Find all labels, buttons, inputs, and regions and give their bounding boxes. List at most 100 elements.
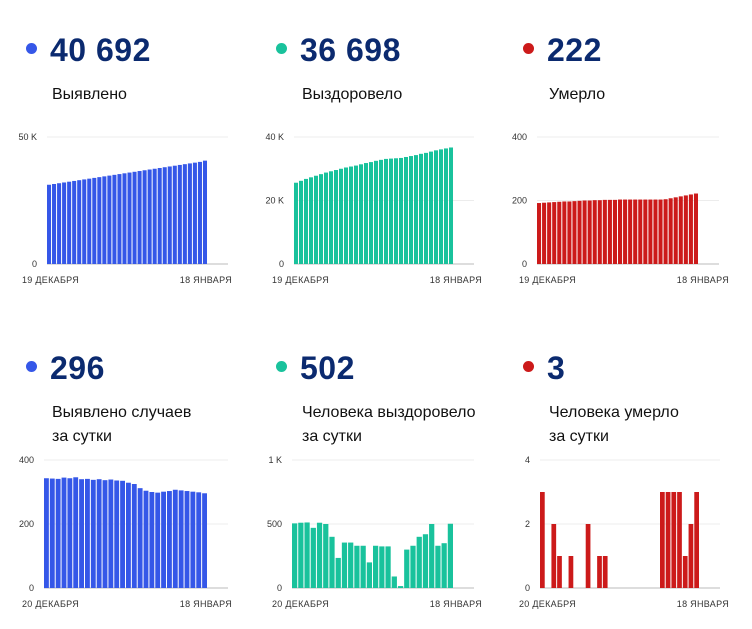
bar (126, 482, 131, 588)
bar (90, 479, 96, 588)
bar (379, 546, 385, 588)
bar (122, 173, 127, 264)
bar (648, 199, 653, 264)
bar (677, 492, 682, 588)
x-end-label: 18 ЯНВАРЯ (677, 599, 729, 609)
bar (97, 177, 102, 264)
bar (92, 177, 97, 264)
y-tick-label: 1 K (268, 455, 282, 465)
bar (379, 159, 383, 264)
bar (73, 477, 79, 588)
y-tick-label: 0 (277, 583, 282, 593)
bar (668, 198, 673, 264)
y-tick-label: 400 (19, 455, 34, 465)
legend-dot (523, 43, 534, 54)
metric-label: за сутки (302, 428, 362, 445)
bar (552, 202, 557, 264)
bar (607, 199, 612, 264)
bar-chart: 400 200 0 19 ДЕКАБРЯ 18 ЯНВАРЯ (512, 132, 729, 285)
bar (310, 527, 316, 588)
bar (663, 199, 668, 264)
bar (612, 199, 617, 264)
metric-label: за сутки (52, 428, 112, 445)
bar (557, 556, 562, 588)
bar (167, 491, 172, 588)
bar (299, 180, 303, 264)
bar (394, 158, 398, 264)
bar (444, 148, 448, 264)
bar (143, 490, 149, 588)
bar (602, 199, 607, 264)
bar (192, 162, 197, 264)
x-start-label: 19 ДЕКАБРЯ (519, 275, 576, 285)
panel-deaths-daily: 3 Человека умерло за сутки 4 2 0 20 ДЕКАБРЯ 18 … (497, 318, 737, 618)
y-tick-label: 400 (512, 132, 527, 142)
y-tick-label: 0 (522, 259, 527, 269)
bar (404, 549, 410, 588)
bar (373, 545, 379, 588)
legend-dot (276, 43, 287, 54)
bar (683, 195, 688, 264)
bar (360, 545, 366, 588)
bar (384, 158, 388, 264)
bar (568, 556, 574, 588)
bar (369, 162, 373, 264)
bar (344, 167, 348, 264)
bar (410, 545, 416, 588)
bar (67, 181, 72, 264)
y-tick-label: 500 (267, 519, 282, 529)
bar (161, 491, 166, 588)
bar (585, 524, 591, 588)
bar (359, 164, 363, 264)
bar (399, 157, 403, 264)
bar (429, 524, 435, 588)
bar (694, 492, 699, 588)
bar (349, 166, 353, 264)
bar (633, 199, 638, 264)
bar-chart: 1 K 500 0 20 ДЕКАБРЯ 18 ЯНВАРЯ (267, 455, 482, 609)
bar (49, 478, 55, 588)
bar (155, 492, 161, 588)
bar (597, 556, 602, 588)
bar (638, 199, 643, 264)
panel-detected-total: 40 692 Выявлено 50 K 0 19 ДЕКАБРЯ 18 ЯНВАРЯ (0, 0, 240, 300)
bar (623, 199, 628, 264)
bar (112, 174, 117, 264)
bar (660, 492, 665, 588)
bar (335, 557, 341, 588)
bar (294, 182, 298, 264)
bar (184, 491, 190, 588)
x-start-label: 19 ДЕКАБРЯ (22, 275, 79, 285)
y-tick-label: 200 (19, 519, 34, 529)
bar (567, 201, 572, 264)
bar (592, 200, 597, 264)
panel-recovered-total: 36 698 Выздоровело 40 K 20 K 0 19 ДЕКАБРЯ 18 Я… (250, 0, 490, 300)
bar (540, 492, 545, 588)
bar (542, 202, 547, 264)
bar (602, 556, 608, 588)
bar (107, 175, 112, 264)
bar (557, 201, 562, 264)
bar (441, 543, 447, 588)
headline-value: 296 (50, 350, 105, 386)
bar (142, 170, 147, 264)
x-start-label: 20 ДЕКАБРЯ (22, 599, 79, 609)
bar (202, 160, 207, 264)
bar (449, 147, 453, 264)
bar (678, 196, 683, 264)
headline-value: 40 692 (50, 32, 151, 68)
bar (416, 536, 422, 588)
bar (44, 478, 49, 588)
bar (120, 480, 125, 588)
bar (329, 536, 335, 588)
y-tick-label: 0 (29, 583, 34, 593)
bar (187, 163, 192, 264)
bar (429, 151, 433, 264)
bar (162, 167, 167, 264)
bar (572, 201, 577, 264)
bar (108, 479, 114, 588)
y-tick-label: 20 K (265, 196, 284, 206)
legend-dot (276, 361, 287, 372)
bar (177, 164, 182, 264)
legend-dot (26, 361, 37, 372)
